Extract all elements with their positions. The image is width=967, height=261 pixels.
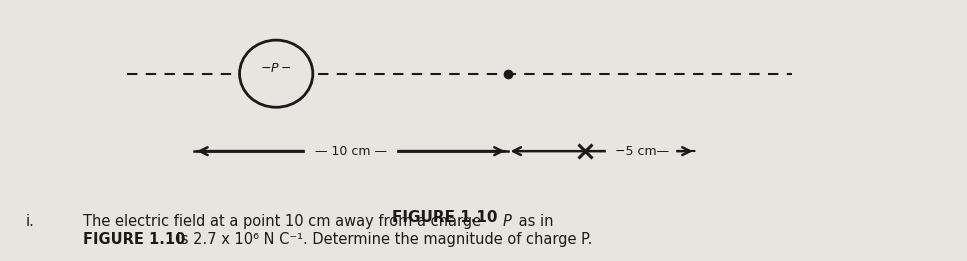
Text: as in: as in — [514, 213, 554, 229]
Text: is 2.7 x 10⁶ N C⁻¹. Determine the magnitude of charge P.: is 2.7 x 10⁶ N C⁻¹. Determine the magnit… — [172, 232, 593, 247]
Text: i.: i. — [25, 213, 35, 229]
Text: FIGURE 1.10: FIGURE 1.10 — [83, 232, 186, 247]
Text: — 10 cm —: — 10 cm — — [311, 145, 391, 158]
Text: −5 cm—: −5 cm— — [611, 145, 669, 158]
Text: FIGURE 1.10: FIGURE 1.10 — [393, 210, 498, 224]
Text: The electric field at a point 10 cm away from a charge: The electric field at a point 10 cm away… — [83, 213, 486, 229]
Text: P: P — [503, 213, 512, 229]
Text: $-P-$: $-P-$ — [260, 62, 292, 75]
